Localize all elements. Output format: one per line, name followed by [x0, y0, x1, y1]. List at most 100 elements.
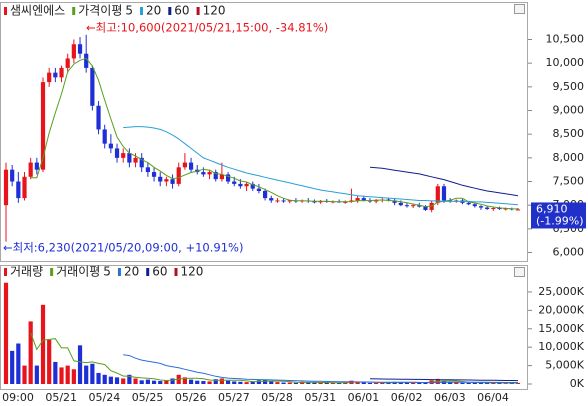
- legend-label: 5: [125, 4, 133, 18]
- candle-body: [145, 167, 150, 173]
- volume-bar: [256, 380, 262, 384]
- volume-bar: [145, 379, 150, 384]
- volume-bar: [269, 381, 274, 384]
- x-tick-label: 06/03: [434, 391, 466, 404]
- volume-bar: [275, 382, 280, 384]
- volume-bar: [213, 379, 218, 384]
- x-tick-label: 05/25: [132, 391, 164, 404]
- volume-bar: [312, 382, 317, 384]
- candle-body: [84, 53, 89, 68]
- legend-label: 가격이평: [78, 4, 122, 18]
- annotation: ←최고:10,600(2021/05/21,15:00, -34.81%): [86, 21, 328, 35]
- volume-bar: [207, 381, 212, 384]
- volume-bar: [281, 382, 286, 384]
- candle-body: [114, 148, 120, 158]
- ma-line: [30, 332, 518, 384]
- panel-button[interactable]: [514, 267, 525, 277]
- volume-bar: [417, 382, 422, 384]
- legend-swatch: [174, 268, 178, 276]
- y-tick-label: 10,000: [546, 56, 585, 69]
- candle-body: [213, 172, 218, 180]
- volume-bar: [225, 380, 231, 384]
- legend-swatch: [168, 7, 172, 15]
- x-tick-label: 05/26: [175, 391, 207, 404]
- candle-body: [411, 205, 416, 207]
- candle-body: [417, 205, 422, 207]
- candle-body: [53, 72, 58, 78]
- volume-bar: [158, 381, 163, 384]
- y-tick-label: 7,500: [553, 175, 585, 188]
- candle-body: [374, 200, 379, 202]
- y-tick-label: 0K: [570, 377, 585, 390]
- candle-body: [435, 186, 440, 203]
- candle-body: [392, 200, 397, 203]
- volume-bar: [232, 381, 237, 384]
- candle-body: [312, 201, 317, 203]
- annotation: ←최저:6,230(2021/05/20,09:00, +10.91%): [3, 241, 243, 255]
- candle-body: [176, 167, 181, 184]
- y-tick-label: 25,000K: [538, 285, 584, 298]
- candle-body: [287, 200, 292, 202]
- price-tag-value: 6,910: [536, 202, 568, 215]
- volume-bar: [478, 382, 484, 384]
- volume-bar: [460, 382, 465, 384]
- volume-bar: [84, 365, 89, 384]
- candle-body: [40, 82, 46, 170]
- volume-bar: [244, 382, 249, 384]
- candle-body: [28, 162, 33, 177]
- volume-bar: [53, 361, 58, 384]
- volume-bar: [330, 382, 336, 384]
- volume-bar: [151, 380, 157, 384]
- volume-bar: [466, 382, 471, 384]
- volume-bar: [96, 372, 101, 384]
- volume-bar: [509, 383, 514, 384]
- candle-body: [182, 162, 187, 168]
- candle-body: [3, 169, 9, 206]
- candle-body: [127, 153, 132, 163]
- legend-label: 60: [152, 265, 167, 279]
- volume-bar: [355, 381, 360, 384]
- volume-bar: [472, 382, 477, 384]
- candle-body: [497, 208, 502, 210]
- volume-bar: [164, 380, 169, 384]
- candle-body: [478, 206, 484, 208]
- x-tick-label: 09:00: [2, 391, 34, 404]
- x-tick-label: 06/01: [348, 391, 380, 404]
- legend-label: 거래이평: [56, 265, 100, 279]
- volume-panel: [0, 265, 528, 390]
- volume-bar: [491, 382, 496, 384]
- candle-body: [65, 58, 70, 68]
- volume-bar: [90, 363, 95, 384]
- legend-label: 60: [174, 4, 189, 18]
- legend-label: 5: [103, 265, 111, 279]
- legend-label: 120: [203, 4, 226, 18]
- volume-bar: [114, 377, 120, 384]
- candle-body: [151, 172, 157, 177]
- candle-body: [207, 172, 212, 175]
- volume-bar: [361, 382, 366, 384]
- y-tick-label: 5,000K: [545, 359, 584, 372]
- volume-bar: [59, 367, 64, 384]
- volume-bar: [306, 382, 311, 384]
- legend-swatch: [50, 268, 54, 276]
- candle-body: [121, 153, 126, 158]
- y-tick-label: 8,000: [553, 151, 585, 164]
- ma-line: [369, 378, 519, 382]
- candle-body: [423, 206, 428, 210]
- candle-body: [472, 204, 477, 207]
- volume-bar: [238, 381, 243, 384]
- volume-bar: [77, 345, 83, 384]
- volume-bar: [503, 383, 508, 384]
- ma-line: [369, 166, 519, 197]
- candle-body: [90, 67, 95, 106]
- volume-bar: [337, 382, 342, 384]
- volume-bar: [102, 374, 107, 384]
- y-tick-label: 6,000: [553, 246, 585, 259]
- legend-swatch: [196, 7, 200, 15]
- volume-bar: [380, 382, 385, 384]
- legend-label: 거래량: [10, 265, 43, 279]
- panel-button[interactable]: [514, 4, 525, 14]
- volume-bar: [250, 381, 255, 384]
- candle-body: [225, 174, 231, 182]
